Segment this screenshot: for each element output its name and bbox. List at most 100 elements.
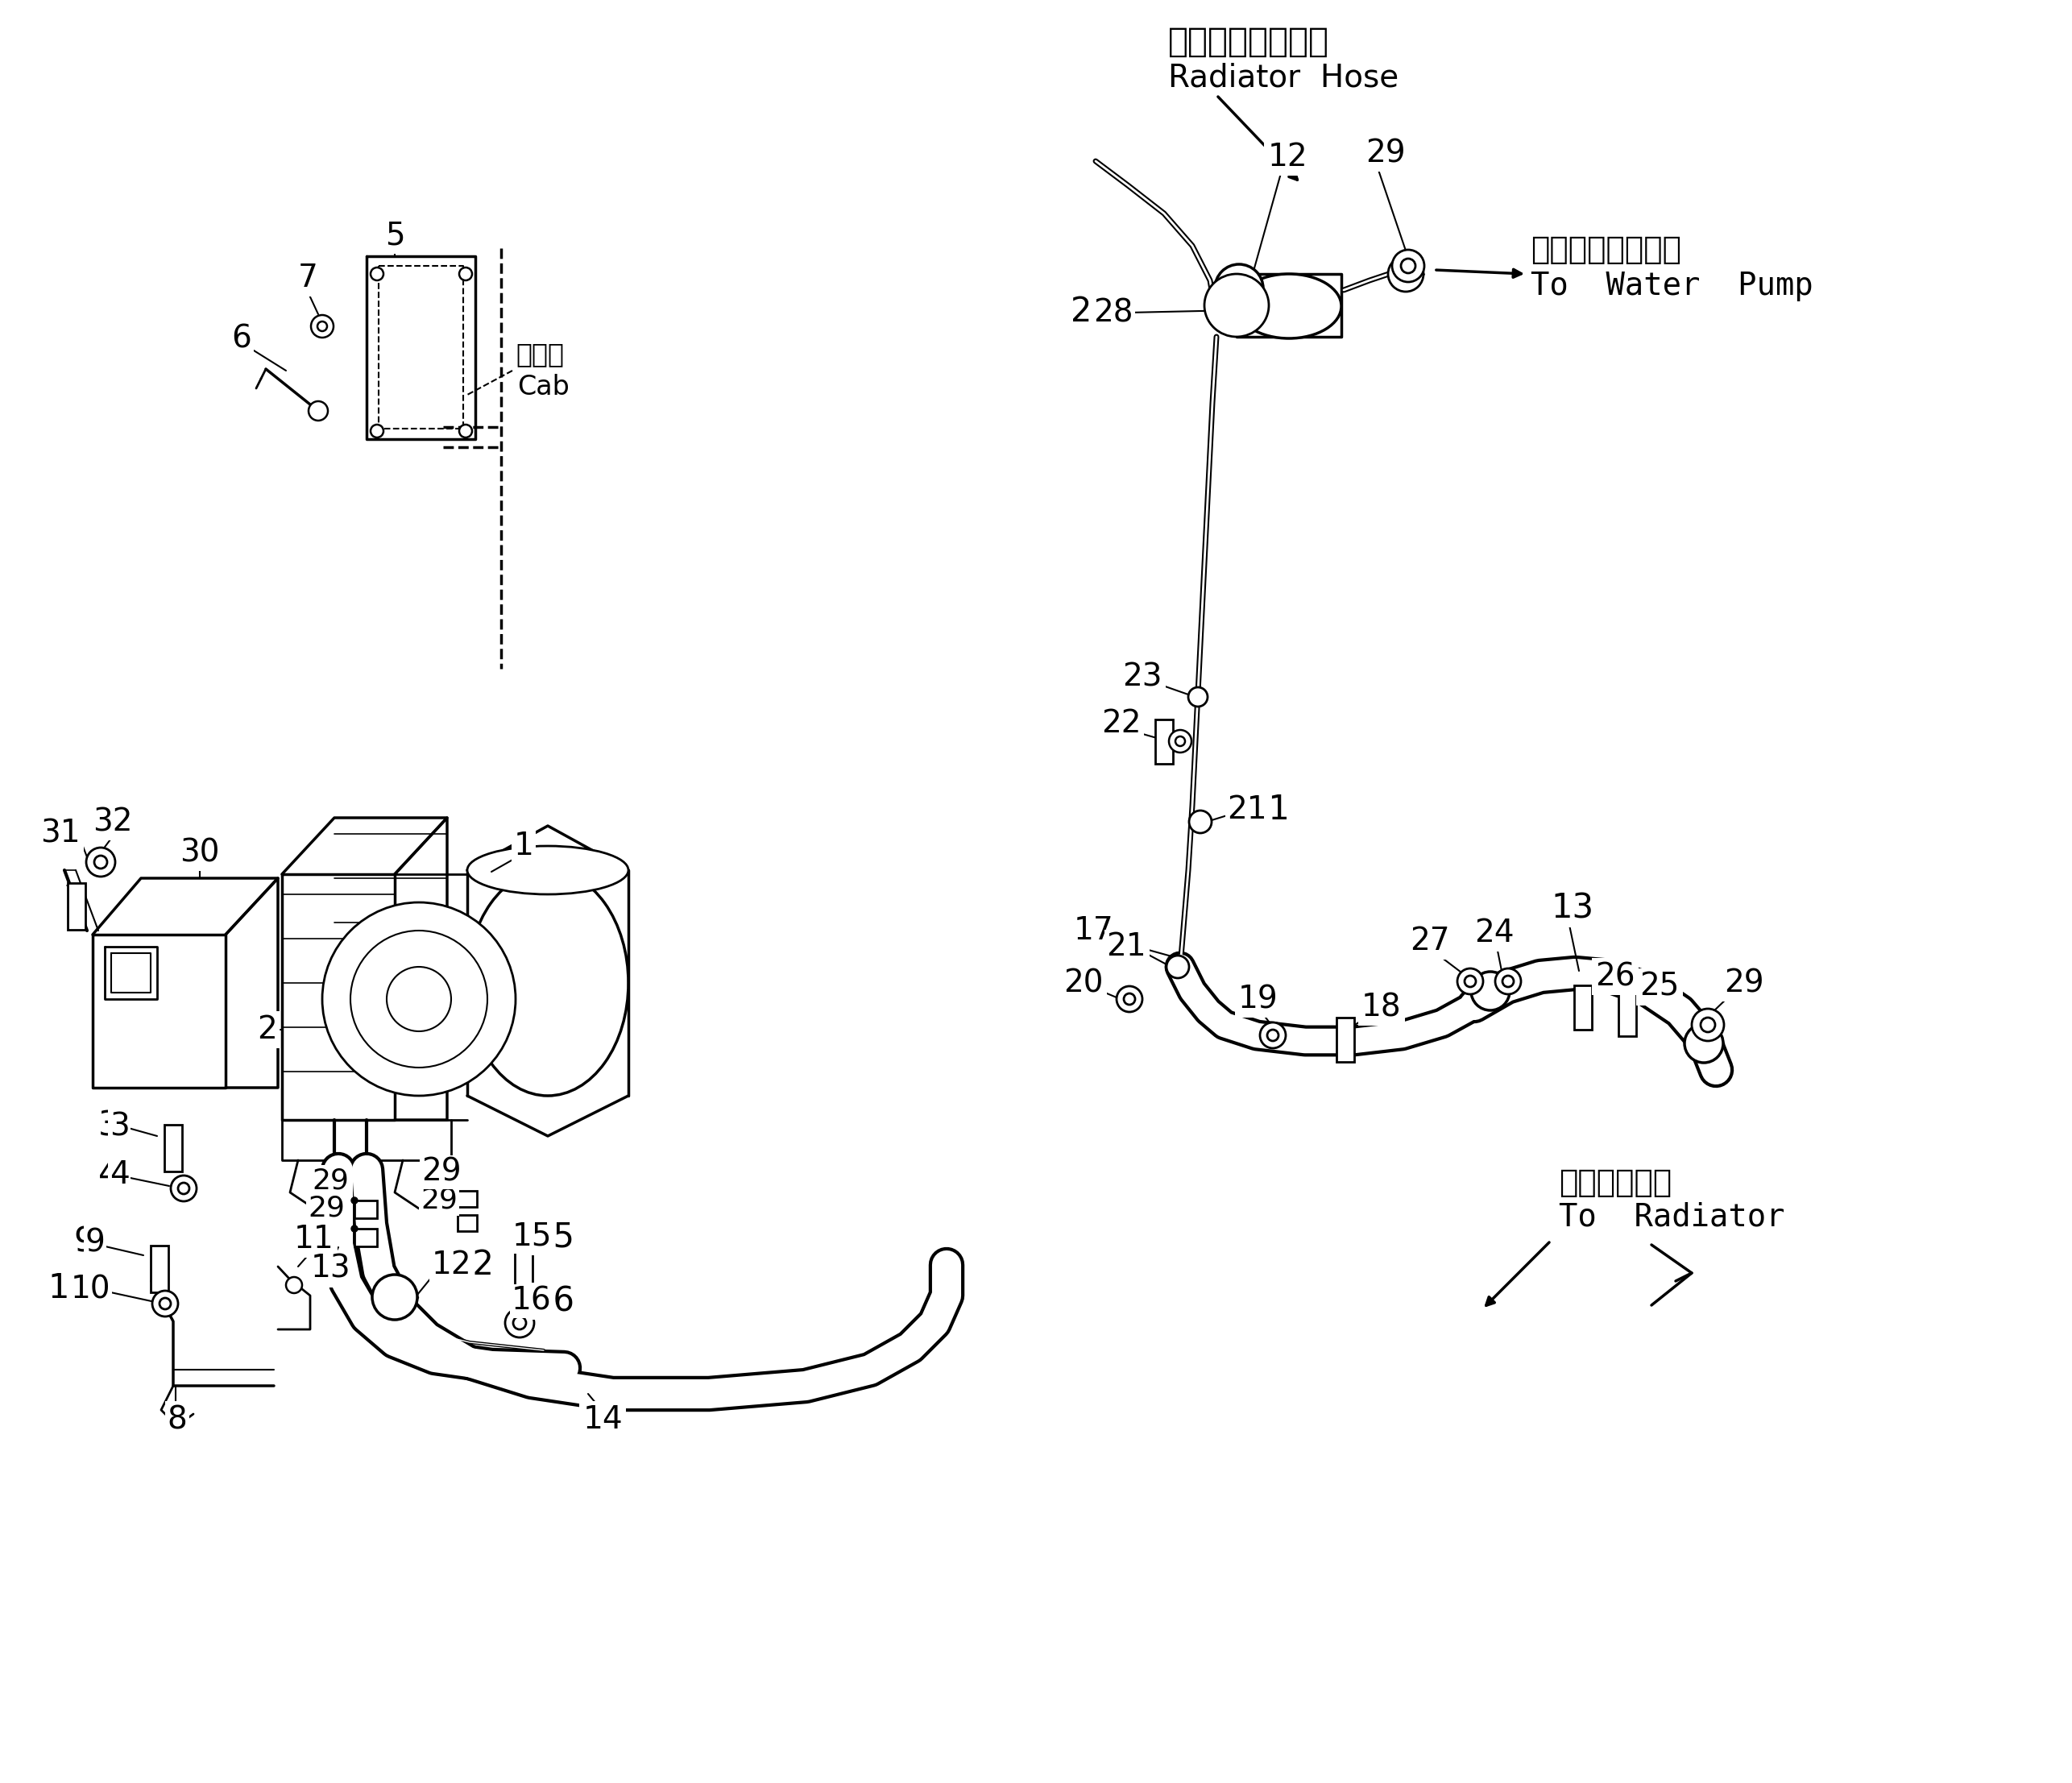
Text: 18: 18 (1359, 990, 1403, 1023)
Circle shape (1187, 686, 1208, 706)
Text: 26: 26 (1595, 961, 1635, 991)
Text: 21: 21 (1227, 795, 1268, 826)
Circle shape (93, 856, 108, 868)
Circle shape (460, 267, 472, 280)
Text: 20: 20 (1063, 966, 1104, 1000)
Bar (1618, 991, 1637, 1036)
Text: 2: 2 (257, 1013, 278, 1047)
Circle shape (1189, 811, 1212, 833)
Circle shape (1214, 264, 1264, 312)
Text: 24: 24 (1475, 918, 1515, 949)
Text: ラジエータへ: ラジエータへ (1558, 1168, 1672, 1198)
Circle shape (1388, 257, 1423, 292)
Ellipse shape (468, 870, 628, 1097)
Circle shape (1175, 736, 1185, 745)
Text: 10: 10 (48, 1273, 91, 1305)
Circle shape (1685, 1023, 1724, 1063)
Circle shape (309, 401, 327, 421)
Circle shape (317, 321, 327, 332)
Text: 14: 14 (582, 1403, 624, 1437)
Text: 23: 23 (1123, 661, 1162, 692)
Circle shape (1471, 972, 1510, 1011)
Circle shape (1691, 1009, 1724, 1041)
Circle shape (387, 966, 452, 1031)
Bar (151, 1246, 168, 1293)
Text: キャブ: キャブ (516, 341, 564, 367)
Bar (458, 1214, 477, 1230)
Text: 23: 23 (1121, 660, 1164, 694)
Ellipse shape (1237, 275, 1341, 339)
Text: 28: 28 (1071, 296, 1113, 330)
Text: 21: 21 (1247, 793, 1289, 827)
Circle shape (460, 424, 472, 437)
Text: 31: 31 (41, 818, 81, 849)
Text: 27: 27 (1409, 924, 1450, 957)
Text: 7: 7 (298, 262, 317, 292)
Text: 22: 22 (1100, 706, 1142, 740)
Text: 32: 32 (91, 804, 135, 838)
Text: 27: 27 (1409, 925, 1450, 956)
Text: 21: 21 (1106, 931, 1146, 963)
Text: 22: 22 (1102, 708, 1142, 738)
Circle shape (1465, 975, 1475, 988)
Text: 12: 12 (431, 1250, 470, 1280)
Text: 28: 28 (1094, 298, 1133, 328)
Circle shape (1123, 993, 1135, 1004)
Text: 25: 25 (1639, 970, 1680, 1004)
Ellipse shape (1204, 275, 1268, 337)
Text: 6: 6 (232, 323, 251, 353)
Bar (1575, 986, 1591, 1029)
Text: 29: 29 (423, 1159, 460, 1186)
Text: 11: 11 (292, 1221, 336, 1255)
Text: 9: 9 (75, 1225, 95, 1259)
Text: 25: 25 (1639, 972, 1680, 1002)
Circle shape (151, 1291, 178, 1316)
Circle shape (160, 1298, 170, 1309)
Text: 13: 13 (1552, 892, 1593, 925)
Circle shape (1401, 259, 1415, 273)
Text: 11: 11 (294, 1223, 334, 1255)
Circle shape (178, 1182, 189, 1195)
Text: 26: 26 (1593, 959, 1637, 993)
Text: 29: 29 (309, 1195, 344, 1221)
Text: 12: 12 (431, 1250, 470, 1280)
Text: 5: 5 (385, 219, 404, 251)
Text: ラジエータホース: ラジエータホース (1169, 25, 1330, 59)
Circle shape (373, 1275, 416, 1319)
Text: 5: 5 (383, 218, 406, 251)
Text: ウォータポンプへ: ウォータポンプへ (1531, 234, 1680, 266)
Circle shape (87, 847, 116, 877)
Text: Cab: Cab (518, 373, 570, 399)
Circle shape (311, 316, 334, 337)
Text: 13: 13 (311, 1253, 350, 1284)
Text: 24: 24 (1473, 916, 1517, 950)
Circle shape (352, 1196, 358, 1204)
Circle shape (1496, 968, 1521, 995)
Circle shape (350, 931, 487, 1068)
Text: Radiator  Hose: Radiator Hose (1169, 62, 1399, 93)
Circle shape (1117, 986, 1142, 1013)
Text: 29: 29 (1365, 137, 1405, 168)
Text: 21: 21 (1104, 929, 1148, 963)
Circle shape (1169, 729, 1191, 752)
Circle shape (1502, 975, 1515, 988)
Bar (1336, 1018, 1355, 1063)
Circle shape (1260, 1022, 1287, 1048)
Circle shape (1167, 956, 1189, 979)
Text: 29: 29 (1724, 966, 1765, 1000)
Text: 17: 17 (1073, 915, 1115, 947)
Text: 29: 29 (1724, 968, 1763, 998)
Text: 6: 6 (230, 321, 253, 355)
Circle shape (323, 902, 516, 1097)
Text: 3: 3 (97, 1109, 120, 1143)
Circle shape (371, 267, 383, 280)
Text: 4: 4 (97, 1157, 120, 1191)
Circle shape (506, 1309, 535, 1337)
Text: 31: 31 (39, 817, 81, 850)
Bar (1156, 720, 1173, 763)
Text: 12: 12 (452, 1248, 493, 1282)
Circle shape (352, 1225, 358, 1232)
Text: 15: 15 (512, 1221, 551, 1252)
Text: 19: 19 (1239, 984, 1278, 1015)
Circle shape (1457, 968, 1484, 995)
